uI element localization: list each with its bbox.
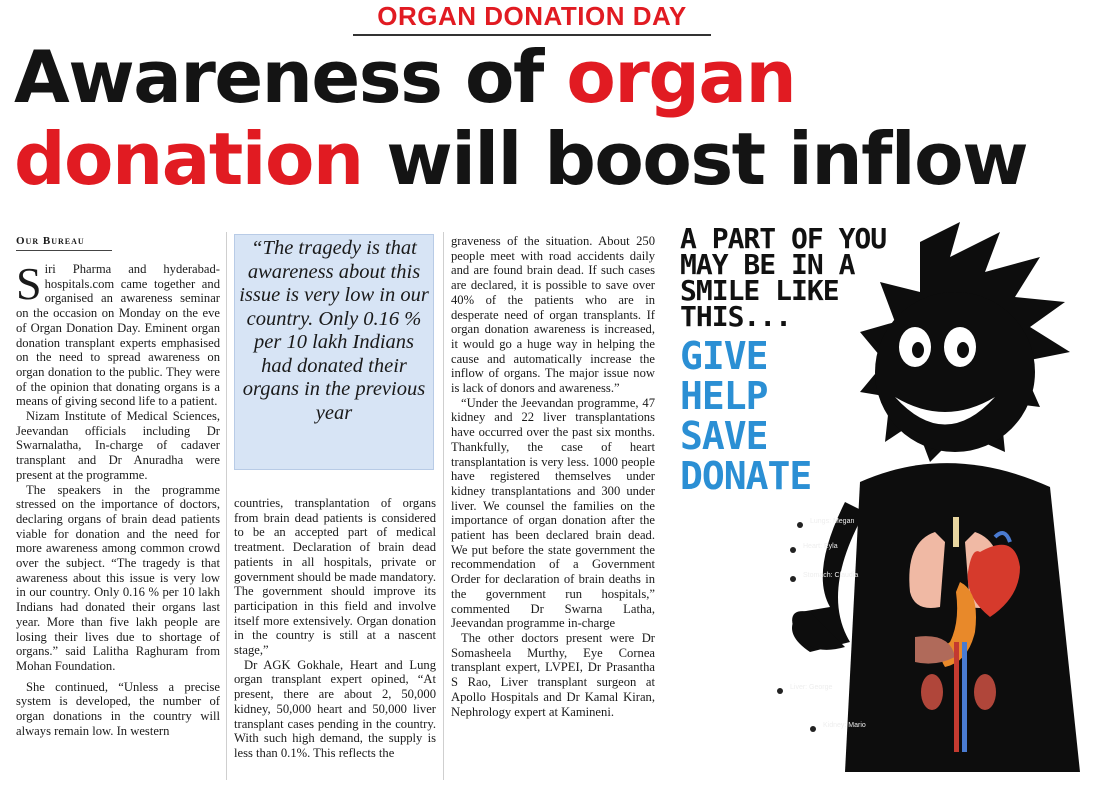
organ-label-kidney: Kidney: Mario	[823, 722, 866, 729]
headline-part1: Awareness of	[14, 35, 567, 119]
poster-cta-line: DONATE	[680, 454, 812, 498]
pull-quote-text: “The tragedy is that awareness about thi…	[239, 237, 429, 424]
paragraph: graveness of the situation. About 250 pe…	[451, 234, 655, 396]
poster-cta-line: GIVE	[680, 334, 769, 378]
poster-tagline-line: MAY BE IN A	[680, 248, 855, 281]
organ-label-stomach: Stomach: Claudia	[803, 572, 859, 579]
paragraph: “Under the Jeevandan programme, 47 kidne…	[451, 395, 655, 631]
organ-donation-poster: A PART OF YOU MAY BE IN A SMILE LIKE THI…	[660, 212, 1096, 787]
paragraph: The speakers in the programme stressed o…	[16, 482, 220, 673]
cartoon-figure-illustration	[792, 222, 1080, 772]
paragraph: The other doctors present were Dr Somash…	[451, 630, 655, 719]
paragraph: countries, transplantation of organs fro…	[234, 496, 436, 658]
pull-quote: “The tragedy is that awareness about thi…	[234, 234, 434, 470]
label-dot	[790, 547, 796, 553]
section-label: ORGAN DONATION DAY	[353, 0, 711, 36]
article-column-3: graveness of the situation. About 250 pe…	[451, 234, 655, 719]
poster-tagline-line: A PART OF YOU	[680, 222, 887, 255]
paragraph: Nizam Institute of Medical Sciences, Jee…	[16, 409, 220, 482]
headline-part2: organ	[566, 35, 796, 119]
label-dot	[790, 576, 796, 582]
headline-part4: will boost inflow	[362, 117, 1028, 201]
poster-cta-line: SAVE	[680, 414, 769, 458]
poster-call-to-action: GIVE HELP SAVE DONATE	[680, 334, 812, 498]
label-dot	[797, 522, 803, 528]
byline-rule	[16, 250, 112, 251]
poster-tagline-line: SMILE LIKE	[680, 274, 840, 307]
poster-tagline: A PART OF YOU MAY BE IN A SMILE LIKE THI…	[680, 222, 887, 333]
poster-cta-line: HELP	[680, 374, 769, 418]
section-label-text: ORGAN DONATION DAY	[377, 1, 687, 31]
article-column-2: countries, transplantation of organs fro…	[234, 496, 436, 761]
drop-cap: S	[16, 258, 42, 309]
organ-label-heart: Heart: Eyla	[803, 543, 838, 550]
organ-label-lungs: Lungs: Megan	[810, 518, 855, 525]
poster-tagline-line: THIS...	[680, 300, 792, 333]
headline-part3: donation	[14, 117, 364, 201]
column-divider	[226, 232, 227, 780]
headline: Awareness of organ donation will boost i…	[14, 36, 1094, 200]
column-divider	[443, 232, 444, 780]
label-dot	[810, 726, 816, 732]
paragraph: She continued, “Unless a precise system …	[16, 679, 220, 738]
organ-label-liver: Liver: George	[790, 684, 833, 691]
label-dot	[777, 688, 783, 694]
byline: Our Bureau	[16, 235, 85, 247]
paragraph: Dr AGK Gokhale, Heart and Lung organ tra…	[234, 657, 436, 760]
